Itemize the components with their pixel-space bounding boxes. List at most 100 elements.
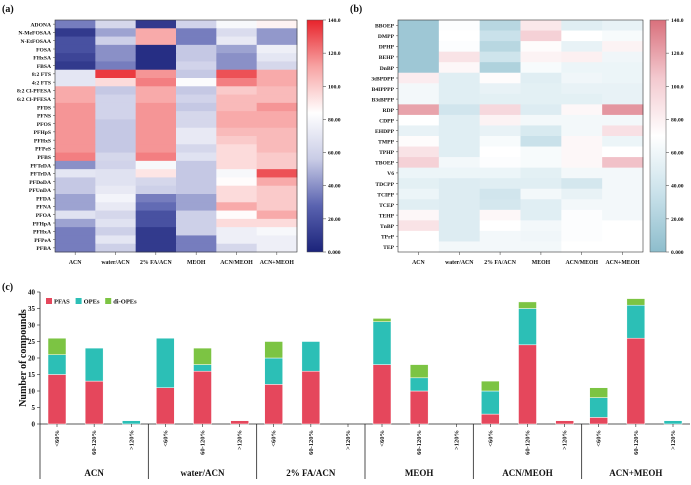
y-tick-label: 0 [32, 421, 36, 429]
heatmap-cell [398, 136, 440, 147]
row-label: 8:2 FTS [32, 72, 51, 78]
heatmap-cell [95, 227, 137, 236]
heatmap-cell [438, 114, 481, 126]
heatmap-cell [216, 177, 258, 187]
heatmap-cell [135, 194, 177, 203]
heatmap-cell [602, 146, 644, 158]
heatmap-cell [176, 78, 217, 87]
y-tick-label: 10 [28, 388, 36, 396]
row-label: 6:2 Cl-PFESA [17, 97, 51, 103]
heatmap-cell [520, 114, 562, 126]
category-label: <60% [54, 430, 61, 447]
heatmap-cell [438, 241, 481, 253]
heatmap-cell [561, 188, 603, 200]
heatmap-cell [55, 111, 96, 120]
heatmap-cell [135, 243, 177, 253]
heatmap-cell [55, 78, 96, 87]
category-label: >120% [562, 430, 569, 450]
bar-opes [47, 354, 67, 375]
heatmap-cell [479, 188, 521, 200]
heatmap-cell [135, 144, 177, 153]
heatmap-cell [602, 114, 644, 126]
heatmap-cell [602, 209, 644, 221]
heatmap-cell [520, 199, 562, 211]
heatmap-cell [398, 72, 440, 84]
heatmap-cell [135, 20, 177, 29]
heatmap-cell [176, 36, 217, 46]
heatmap-cell [95, 144, 137, 153]
heatmap-cell [438, 157, 481, 169]
heatmap-cell [256, 243, 298, 253]
heatmap-cell [561, 83, 603, 95]
heatmap-cell [479, 83, 521, 95]
heatmap-cell [479, 167, 521, 179]
heatmap-cell [176, 243, 217, 253]
heatmap-cell [216, 243, 258, 253]
heatmap-cell [479, 146, 521, 158]
legend-swatch [46, 298, 52, 304]
heatmap-cell [176, 218, 217, 228]
heatmap-cell [176, 69, 217, 79]
heatmap-cell [561, 104, 603, 116]
heatmap-cell [95, 218, 137, 228]
row-label: B4IPPPP [372, 87, 395, 93]
y-tick-label: 35 [28, 305, 36, 313]
panel-label: (c) [2, 282, 13, 293]
bar-di-opes [372, 318, 392, 322]
heatmap-cell [602, 136, 644, 147]
heatmap-cell [95, 169, 137, 178]
row-label: BBOEP [375, 24, 395, 30]
heatmap-cell [55, 235, 96, 245]
column-label: ACN/MEOH [220, 260, 253, 266]
heatmap-cell [55, 243, 96, 253]
heatmap-cell [479, 220, 521, 232]
heatmap-cell [479, 199, 521, 211]
heatmap-cell [398, 125, 440, 137]
heatmap-cell [520, 241, 562, 253]
row-label: V6 [387, 171, 394, 177]
colorbar-tick-label: 120.0 [671, 51, 684, 57]
bar-pfas [301, 370, 321, 425]
category-label: 60-120% [308, 430, 315, 455]
category-label: >120% [128, 430, 135, 450]
row-label: EHDPP [375, 129, 395, 135]
heatmap-frame [54, 19, 298, 253]
heatmap-cell [55, 218, 96, 228]
heatmap-cell [602, 125, 644, 137]
column-label: ACN+MEOH [605, 260, 640, 266]
heatmap-cell [135, 127, 177, 137]
heatmap-cell [256, 53, 298, 62]
heatmap-cell [176, 94, 217, 104]
heatmap-cell [95, 127, 137, 137]
heatmap-cell [479, 136, 521, 147]
heatmap-cell [176, 235, 217, 245]
heatmap-cell [256, 111, 298, 120]
heatmap-cell [561, 136, 603, 147]
heatmap-cell [95, 69, 137, 79]
heatmap-cell [256, 185, 298, 195]
bar-opes [193, 364, 212, 372]
row-label: FHxSA [33, 56, 51, 62]
legend-swatch [105, 298, 112, 304]
bar-opes [626, 304, 646, 339]
heatmap-cell [438, 72, 481, 84]
heatmap-cell [135, 160, 177, 170]
row-label: DMPP [378, 34, 395, 40]
heatmap-cell [95, 36, 137, 46]
heatmap-cell [55, 136, 96, 145]
heatmap-cell [602, 178, 644, 190]
heatmap-cell [602, 230, 644, 242]
heatmap-cell [55, 36, 96, 46]
row-label: ADONA [30, 22, 51, 28]
heatmap-cell [256, 227, 298, 236]
bar-pfas [409, 390, 429, 425]
heatmap-cell [176, 152, 217, 162]
heatmap-cell [176, 86, 217, 95]
bar-opes [663, 420, 683, 425]
heatmap-cell [398, 51, 440, 63]
bar-opes [372, 321, 392, 365]
heatmap-cell [176, 177, 217, 187]
heatmap-cell [256, 86, 298, 95]
y-axis-label: Number of compounds [18, 309, 29, 407]
